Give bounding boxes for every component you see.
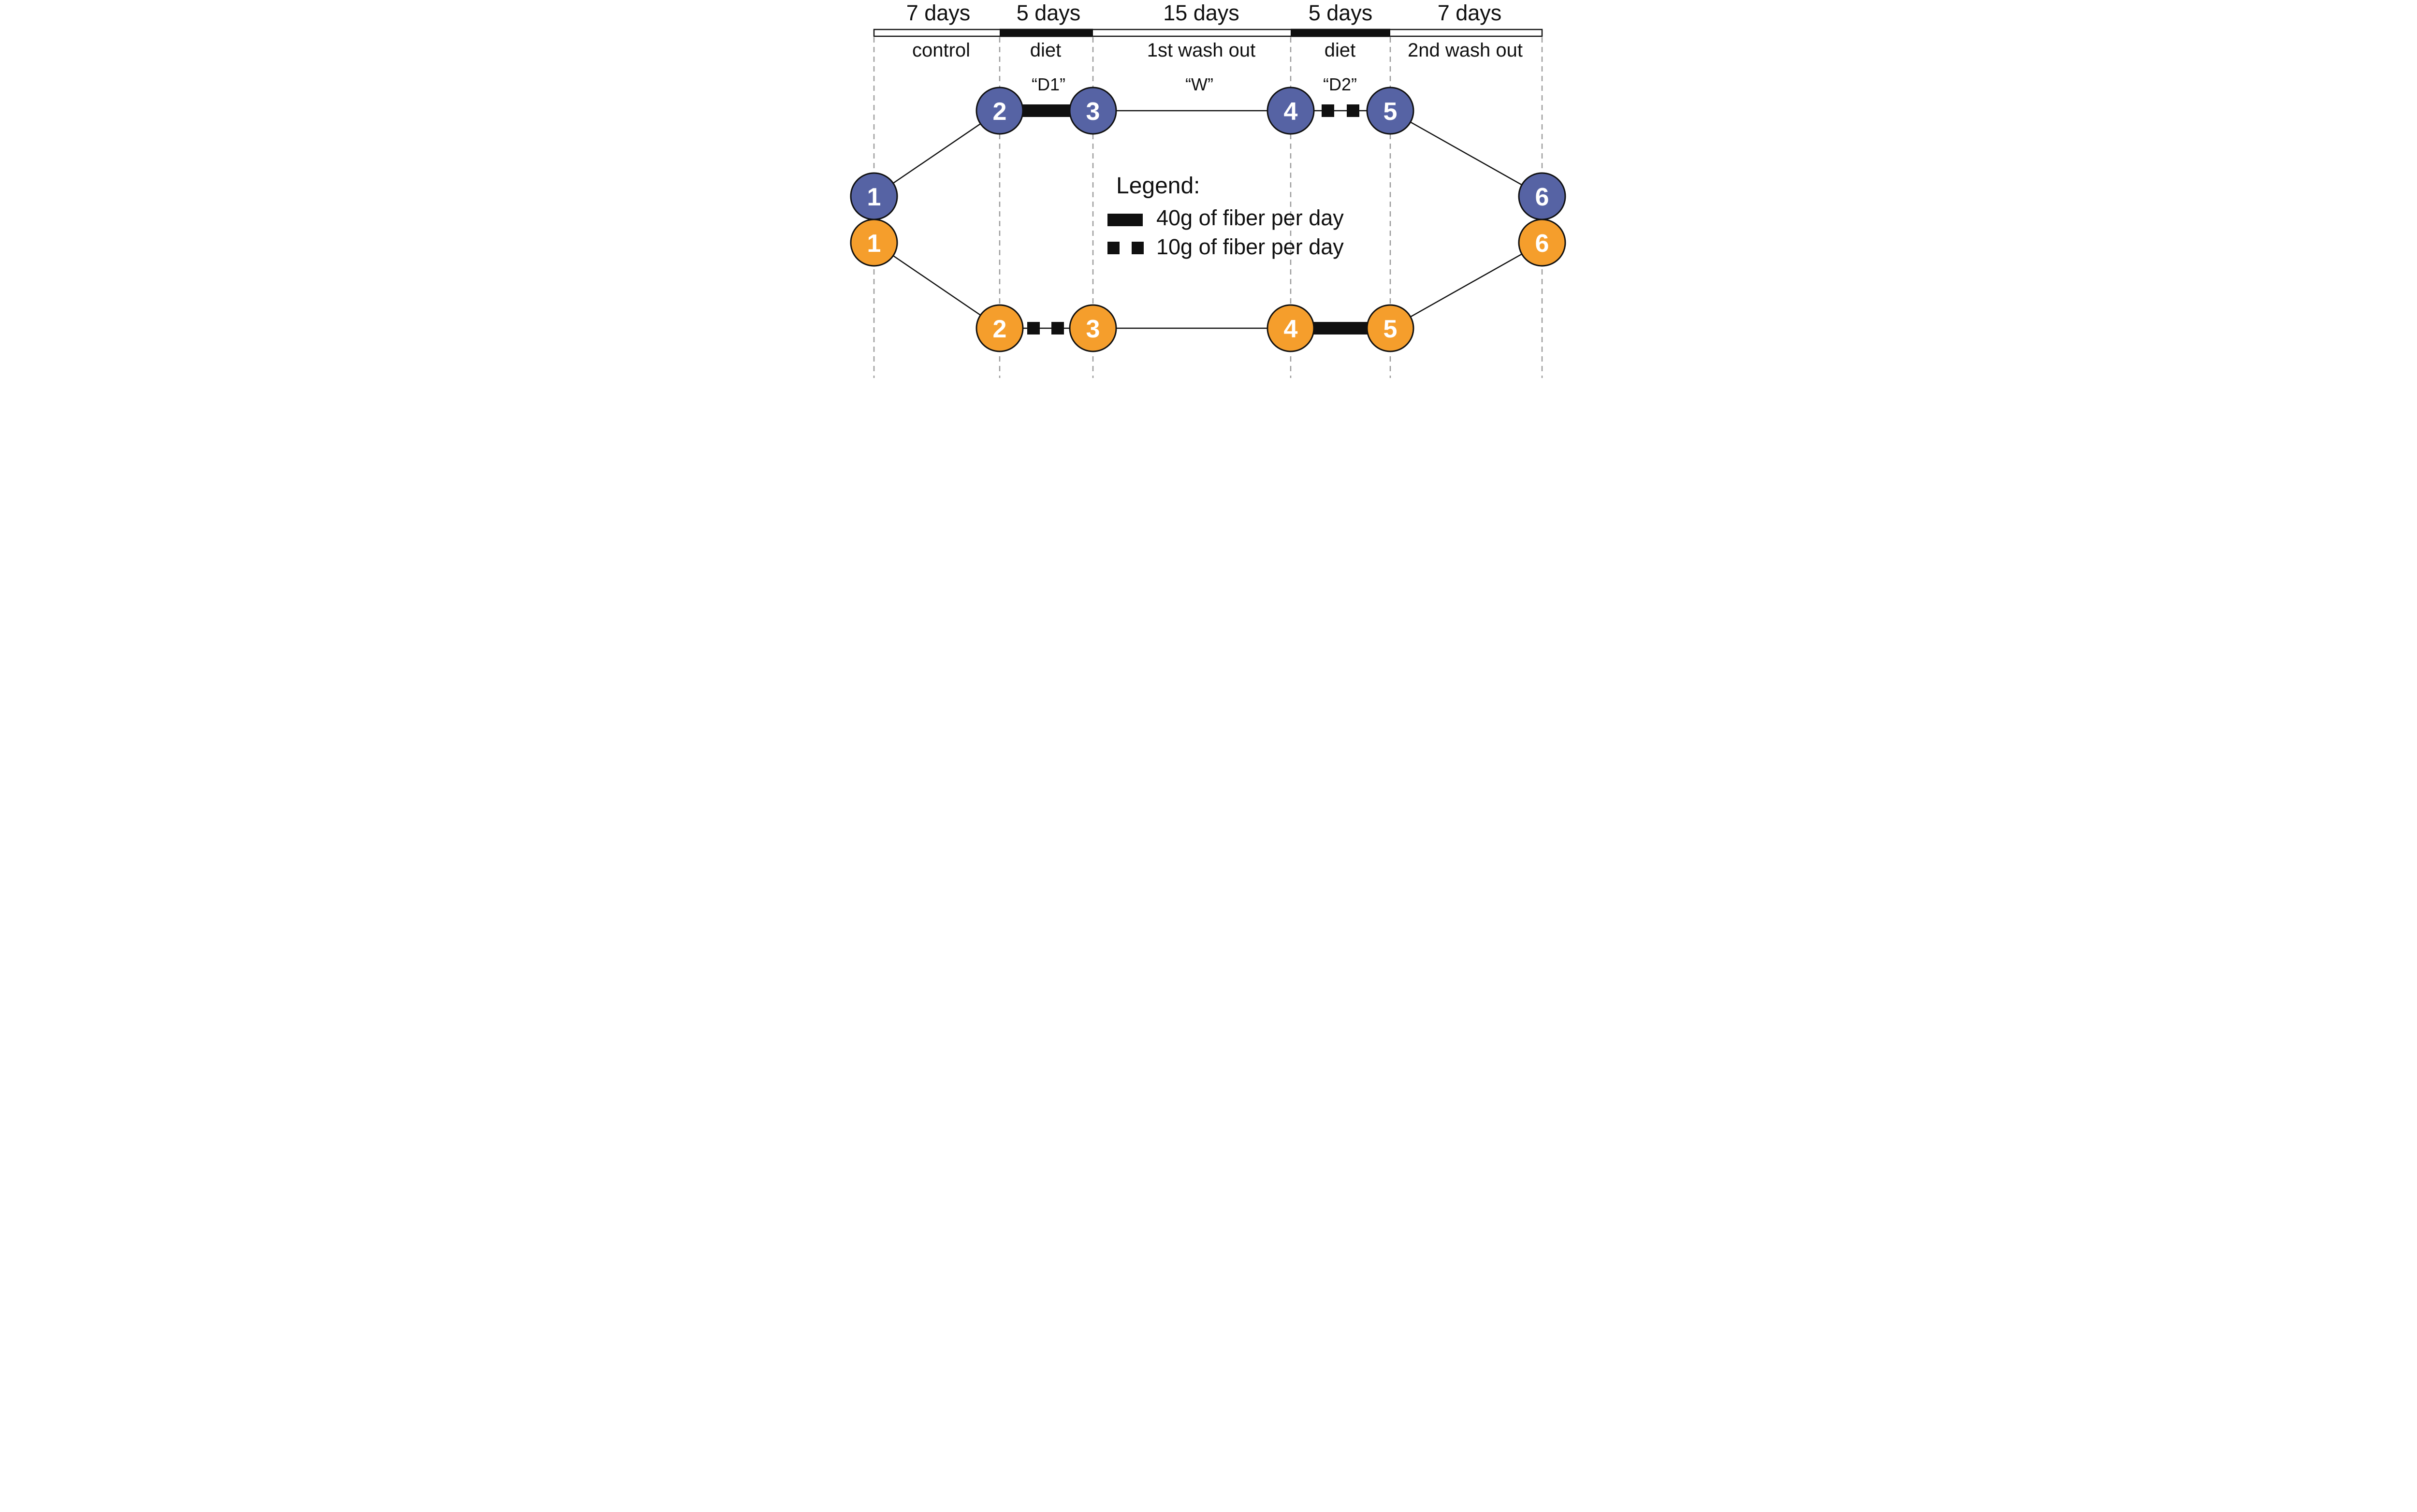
phase-label-diet2: diet bbox=[1325, 40, 1356, 61]
diet2-bar-segment bbox=[1291, 29, 1390, 37]
phase-code-d2: “D2” bbox=[1323, 74, 1357, 94]
duration-labels: 7 days 5 days 15 days 5 days 7 days bbox=[906, 0, 1502, 25]
top-arm-node-2-number: 2 bbox=[993, 98, 1007, 126]
legend-label-40g: 40g of fiber per day bbox=[1156, 205, 1344, 230]
bottom-arm-node-2-number: 2 bbox=[993, 315, 1007, 343]
phase-label-control: control bbox=[912, 40, 970, 61]
bottom-arm-node-5-number: 5 bbox=[1383, 315, 1398, 343]
bottom-arm-node-6 bbox=[1518, 218, 1566, 267]
bottom-arm-node-1-number: 1 bbox=[867, 230, 881, 258]
study-design-diagram: 7 days 5 days 15 days 5 days 7 days cont… bbox=[850, 0, 1566, 378]
top-arm-node-3 bbox=[1069, 87, 1117, 135]
top-arm-10g-square-b bbox=[1347, 104, 1359, 117]
phase-label-washout2: 2nd wash out bbox=[1408, 40, 1523, 61]
duration-label-diet1: 5 days bbox=[1017, 0, 1081, 25]
top-arm-node-3-number: 3 bbox=[1086, 98, 1100, 126]
phase-label-washout1: 1st wash out bbox=[1147, 40, 1256, 61]
top-arm-node-5-number: 5 bbox=[1383, 98, 1398, 126]
top-arm-segment-1-2 bbox=[874, 110, 1000, 197]
bottom-arm-10g-square-b bbox=[1051, 322, 1064, 334]
duration-label-washout2: 7 days bbox=[1438, 0, 1502, 25]
legend-swatch-10g-icon-b bbox=[1132, 242, 1144, 254]
top-arm-node-4 bbox=[1267, 87, 1315, 135]
phase-label-diet1: diet bbox=[1030, 40, 1062, 61]
diet1-bar-segment bbox=[1000, 29, 1093, 37]
bottom-arm-node-1 bbox=[850, 218, 898, 267]
bottom-arm-node-2 bbox=[976, 304, 1024, 352]
top-arm-node-6-number: 6 bbox=[1535, 183, 1549, 211]
duration-label-control: 7 days bbox=[906, 0, 971, 25]
legend: Legend: 40g of fiber per day 10g of fibe… bbox=[1107, 173, 1344, 259]
bottom-arm-node-6-number: 6 bbox=[1535, 230, 1549, 258]
bottom-arm-segment-1-2 bbox=[874, 242, 1000, 329]
timeline-bar-track bbox=[873, 29, 1543, 37]
legend-item-40g: 40g of fiber per day bbox=[1107, 205, 1344, 230]
phase-name-labels: control diet 1st wash out diet 2nd wash … bbox=[912, 40, 1523, 61]
figure-canvas: 7 days 5 days 15 days 5 days 7 days cont… bbox=[848, 0, 1569, 378]
legend-label-10g: 10g of fiber per day bbox=[1156, 234, 1344, 259]
legend-swatch-10g-icon-a bbox=[1107, 242, 1120, 254]
bottom-arm-node-3-number: 3 bbox=[1086, 315, 1100, 343]
legend-title: Legend: bbox=[1116, 173, 1200, 199]
top-arm: 1 2 3 4 5 6 bbox=[850, 87, 1566, 220]
bottom-arm-node-4-number: 4 bbox=[1284, 315, 1298, 343]
duration-label-diet2: 5 days bbox=[1309, 0, 1373, 25]
bottom-arm: 1 2 3 4 5 6 bbox=[850, 218, 1566, 352]
bottom-arm-node-4 bbox=[1267, 304, 1315, 352]
legend-item-10g: 10g of fiber per day bbox=[1107, 234, 1344, 259]
timeline-bar bbox=[873, 29, 1543, 37]
bottom-arm-segment-5-6 bbox=[1390, 242, 1543, 329]
phase-code-w: “W” bbox=[1185, 74, 1213, 94]
top-arm-node-1-number: 1 bbox=[867, 183, 881, 211]
top-arm-node-5 bbox=[1366, 87, 1414, 135]
bottom-arm-node-3 bbox=[1069, 304, 1117, 352]
bottom-arm-10g-square-a bbox=[1027, 322, 1040, 334]
duration-label-washout1: 15 days bbox=[1163, 0, 1239, 25]
top-arm-10g-square-a bbox=[1322, 104, 1334, 117]
bottom-arm-node-5 bbox=[1366, 304, 1414, 352]
phase-code-labels: “D1” “W” “D2” bbox=[1032, 74, 1357, 94]
top-arm-node-4-number: 4 bbox=[1284, 98, 1298, 126]
top-arm-segment-5-6 bbox=[1390, 110, 1543, 197]
phase-code-d1: “D1” bbox=[1032, 74, 1065, 94]
legend-swatch-40g-icon bbox=[1107, 214, 1143, 226]
top-arm-node-2 bbox=[976, 87, 1024, 135]
